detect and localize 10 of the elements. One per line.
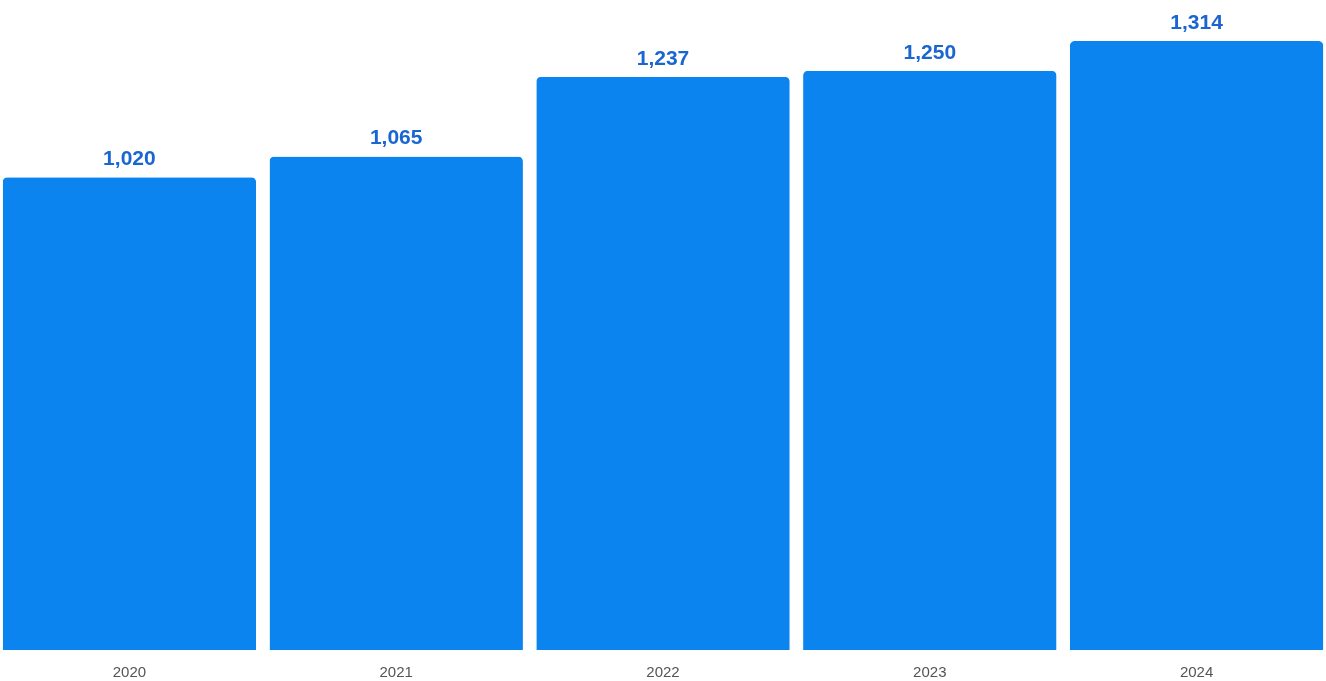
data-label: 1,314 [1170, 10, 1224, 33]
data-label: 1,020 [103, 146, 156, 170]
data-label: 1,250 [903, 39, 957, 63]
x-tick-label: 2021 [379, 662, 413, 680]
data-label: 1,065 [369, 125, 423, 149]
data-label: 1,237 [636, 45, 690, 69]
x-tick-label: 2022 [646, 662, 680, 680]
x-tick-label: 2024 [1179, 662, 1214, 680]
x-tick-label: 2020 [112, 662, 147, 680]
x-tick-label: 2023 [913, 662, 947, 680]
